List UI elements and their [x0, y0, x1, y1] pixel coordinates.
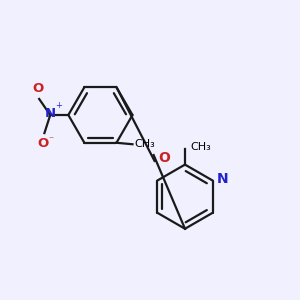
Text: ⁻: ⁻	[49, 135, 54, 146]
Text: O: O	[37, 136, 49, 150]
Text: O: O	[158, 151, 170, 165]
Text: O: O	[32, 82, 43, 95]
Text: CH₃: CH₃	[134, 139, 155, 149]
Text: N: N	[216, 172, 228, 186]
Text: CH₃: CH₃	[190, 142, 211, 152]
Text: N: N	[45, 107, 56, 120]
Text: +: +	[56, 101, 62, 110]
